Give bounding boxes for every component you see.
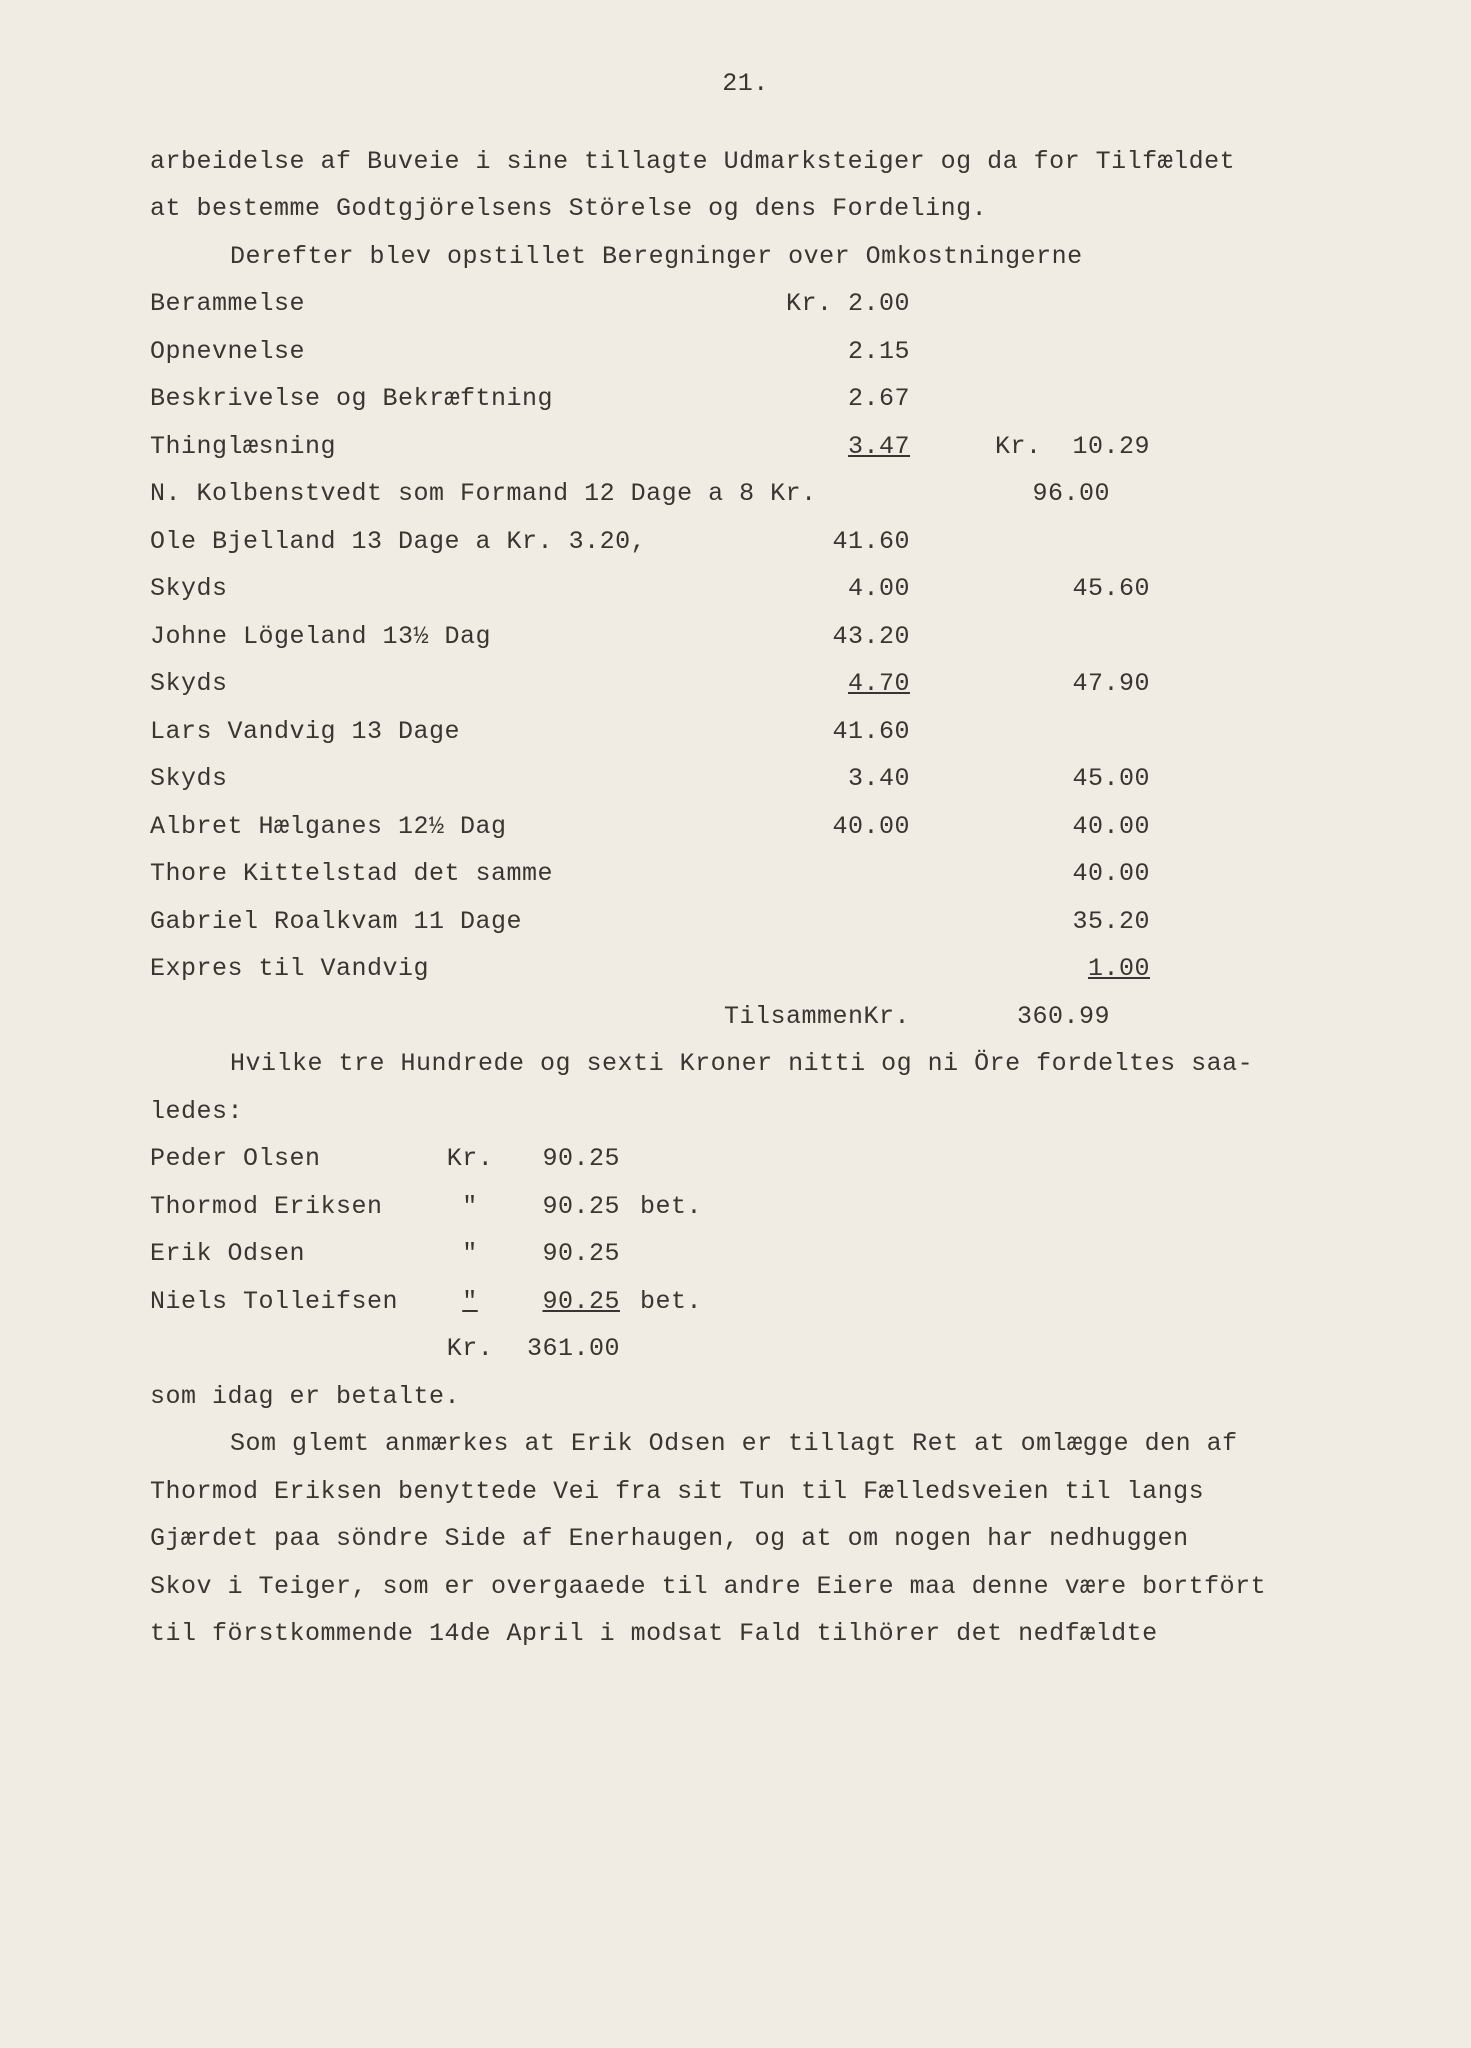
closing-line-6: til förstkommende 14de April i modsat Fa… [150,1610,1341,1658]
intro-line-3: Derefter blev opstillet Beregninger over… [150,233,1341,281]
dist-row: Thormod Eriksen " 90.25 bet. [150,1183,1341,1231]
cost-label: Berammelse [150,280,710,328]
cost-row: Skyds 4.00 45.60 [150,565,1341,613]
closing-line-2: Som glemt anmærkes at Erik Odsen er till… [150,1420,1341,1468]
dist-name: Erik Odsen [150,1230,440,1278]
dist-name: Thormod Eriksen [150,1183,440,1231]
dist-intro-line-1: Hvilke tre Hundrede og sexti Kroner nitt… [150,1040,1341,1088]
cost-value-1: 40.00 [710,803,950,851]
cost-value-2: 45.60 [950,565,1150,613]
cost-row: Ole Bjelland 13 Dage a Kr. 3.20, 41.60 [150,518,1341,566]
cost-row: Berammelse Kr. 2.00 [150,280,1341,328]
cost-value-2: 45.00 [950,755,1150,803]
cost-label: Gabriel Roalkvam 11 Dage [150,898,710,946]
intro-line-2: at bestemme Godtgjörelsens Störelse og d… [150,185,1341,233]
dist-note [620,1230,740,1278]
closing-line-4: Gjærdet paa söndre Side af Enerhaugen, o… [150,1515,1341,1563]
dist-amount: 90.25 [500,1230,620,1278]
dist-note: bet. [620,1278,740,1326]
dist-amount: 90.25 [500,1183,620,1231]
dist-total-row: Kr. 361.00 [150,1325,1341,1373]
dist-currency: " [440,1230,500,1278]
distribution-table: Peder Olsen Kr. 90.25 Thormod Eriksen " … [150,1135,1341,1373]
cost-row: Thinglæsning 3.47 Kr. 10.29 [150,423,1341,471]
cost-label: Beskrivelse og Bekræftning [150,375,710,423]
cost-row: Beskrivelse og Bekræftning 2.67 [150,375,1341,423]
cost-label: Lars Vandvig 13 Dage [150,708,710,756]
dist-amount: 90.25 [500,1135,620,1183]
cost-label: N. Kolbenstvedt som Formand 12 Dage a 8 … [150,470,910,518]
dist-amount: 90.25 [500,1278,620,1326]
closing-line-1: som idag er betalte. [150,1373,1341,1421]
dist-total-note [620,1325,740,1373]
cost-row: Expres til Vandvig 1.00 [150,945,1341,993]
cost-label: Opnevnelse [150,328,710,376]
cost-total-value: 360.99 [910,993,1110,1041]
cost-total-row: TilsammenKr. 360.99 [150,993,1341,1041]
dist-note [620,1135,740,1183]
dist-name: Peder Olsen [150,1135,440,1183]
dist-note: bet. [620,1183,740,1231]
cost-value-1: 4.00 [710,565,950,613]
cost-row: Skyds 3.40 45.00 [150,755,1341,803]
cost-label: Skyds [150,755,710,803]
cost-value-1: 41.60 [710,518,950,566]
costs-table: Berammelse Kr. 2.00 Opnevnelse 2.15 Besk… [150,280,1341,1040]
cost-value-1: 2.15 [710,328,950,376]
cost-label: Johne Lögeland 13½ Dag [150,613,710,661]
cost-row: Opnevnelse 2.15 [150,328,1341,376]
dist-currency: Kr. [440,1135,500,1183]
cost-label: Skyds [150,565,710,613]
cost-value-2: 96.00 [910,470,1110,518]
cost-value-1: 2.67 [710,375,950,423]
cost-label: Ole Bjelland 13 Dage a Kr. 3.20, [150,518,710,566]
closing-line-3: Thormod Eriksen benyttede Vei fra sit Tu… [150,1468,1341,1516]
closing-line-5: Skov i Teiger, som er overgaaede til and… [150,1563,1341,1611]
cost-label: Thore Kittelstad det samme [150,850,710,898]
dist-row: Erik Odsen " 90.25 [150,1230,1341,1278]
cost-value-1: 3.47 [710,423,950,471]
dist-currency: " [440,1183,500,1231]
cost-row: Lars Vandvig 13 Dage 41.60 [150,708,1341,756]
intro-line-1: arbeidelse af Buveie i sine tillagte Udm… [150,138,1341,186]
cost-label: Skyds [150,660,710,708]
cost-label: Expres til Vandvig [150,945,710,993]
dist-name: Niels Tolleifsen [150,1278,440,1326]
cost-row: Johne Lögeland 13½ Dag 43.20 [150,613,1341,661]
document-page: 21. arbeidelse af Buveie i sine tillagte… [0,0,1471,2048]
cost-value-1: Kr. 2.00 [710,280,950,328]
dist-row: Peder Olsen Kr. 90.25 [150,1135,1341,1183]
dist-row: Niels Tolleifsen " 90.25 bet. [150,1278,1341,1326]
cost-value-2: 47.90 [950,660,1150,708]
dist-currency: " [440,1278,500,1326]
cost-value-1: 43.20 [710,613,950,661]
cost-value-2: 40.00 [950,803,1150,851]
cost-row: Gabriel Roalkvam 11 Dage 35.20 [150,898,1341,946]
cost-row: N. Kolbenstvedt som Formand 12 Dage a 8 … [150,470,1341,518]
cost-value-2: 40.00 [950,850,1150,898]
page-number: 21. [150,60,1341,108]
cost-label: Albret Hælganes 12½ Dag [150,803,710,851]
dist-total-amount: 361.00 [500,1325,620,1373]
cost-value-2: 35.20 [950,898,1150,946]
cost-row: Thore Kittelstad det samme 40.00 [150,850,1341,898]
dist-total-spacer [150,1325,440,1373]
cost-row: Skyds 4.70 47.90 [150,660,1341,708]
cost-value-2: 1.00 [950,945,1150,993]
cost-value-2: Kr. 10.29 [950,423,1150,471]
cost-value-1: 41.60 [710,708,950,756]
cost-value-1: 3.40 [710,755,950,803]
cost-row: Albret Hælganes 12½ Dag 40.00 40.00 [150,803,1341,851]
dist-intro-line-2: ledes: [150,1088,1341,1136]
dist-total-currency: Kr. [440,1325,500,1373]
cost-label: Thinglæsning [150,423,710,471]
cost-total-label: TilsammenKr. [150,993,910,1041]
cost-value-1: 4.70 [710,660,950,708]
